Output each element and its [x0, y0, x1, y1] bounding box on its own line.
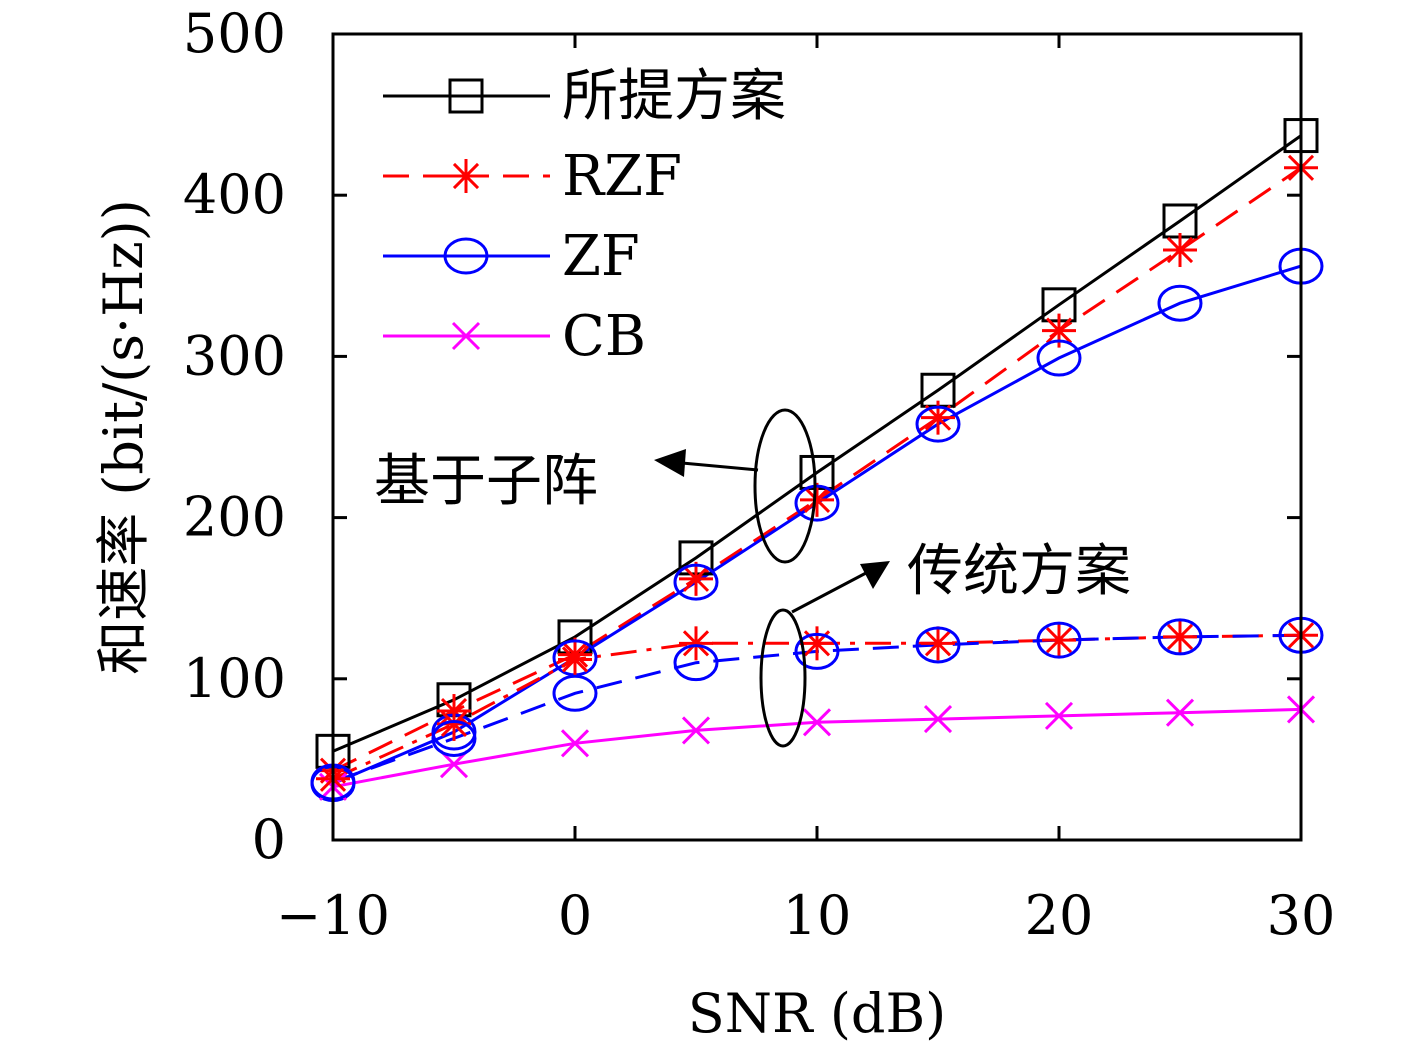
- data-point-s2-4: [794, 484, 840, 522]
- y-tick-label: 200: [183, 486, 286, 549]
- annotation-arrow-conventional: [791, 571, 867, 614]
- data-point-s4-6: [1042, 623, 1076, 658]
- x-axis-label: SNR (dB): [688, 982, 946, 1045]
- data-point-s5-6: [1036, 621, 1082, 659]
- y-tick-label: 500: [183, 2, 286, 65]
- data-point-s4-7: [1163, 619, 1197, 654]
- x-tick-label: 10: [783, 884, 852, 947]
- legend-label: ZF: [562, 224, 640, 289]
- data-point-s5-2: [552, 674, 598, 712]
- data-point-s4-2: [558, 642, 592, 677]
- data-point-s1-7: [1163, 233, 1197, 268]
- data-point-s3-3: [681, 716, 711, 745]
- legend-item: RZF: [383, 144, 682, 209]
- legend-item: CB: [383, 304, 646, 369]
- annotation-arrowhead-subarray: [654, 449, 686, 477]
- x-tick-label: 20: [1025, 884, 1094, 947]
- annotation-arrowhead-conventional: [860, 561, 890, 589]
- series-line-1: [332, 166, 1302, 773]
- axis-ticks: [331, 32, 1303, 842]
- legend-label: CB: [562, 304, 646, 369]
- data-point-s2-5: [915, 405, 961, 443]
- legend-label: 所提方案: [562, 64, 786, 129]
- y-axis-label: 和速率 (bit/(s·Hz)): [92, 199, 155, 675]
- data-point-s5-4: [794, 632, 840, 670]
- y-tick-label: 100: [183, 647, 286, 710]
- data-point-s2-6: [1036, 339, 1082, 377]
- annotation-label-conventional: 传统方案: [907, 539, 1131, 604]
- legend-marker: [449, 159, 483, 193]
- annotation-arrow-subarray: [681, 461, 759, 472]
- data-point-s3-5: [923, 705, 953, 734]
- y-tick-label: 300: [183, 324, 286, 387]
- data-point-s2-7: [1157, 284, 1203, 322]
- y-tick-label: 0: [252, 808, 286, 871]
- data-point-s4-5: [921, 626, 955, 661]
- x-tick-label: 30: [1267, 884, 1336, 947]
- legend-item: ZF: [383, 224, 640, 289]
- data-point-s5-3: [673, 644, 719, 682]
- data-point-s2-3: [673, 563, 719, 601]
- data-point-s1-3: [679, 561, 713, 596]
- legend: 所提方案 RZF ZF CB: [383, 64, 786, 369]
- series-line-0: [332, 134, 1302, 753]
- data-point-s3-4: [802, 708, 832, 737]
- data-point-s3-2: [560, 729, 590, 758]
- plot-markers: [310, 118, 1324, 803]
- legend-marker: [448, 78, 484, 114]
- annotation-label-subarray: 基于子阵: [374, 449, 598, 514]
- data-point-s5-1: [431, 719, 477, 757]
- legend-item: 所提方案: [383, 64, 786, 129]
- data-point-s5-5: [915, 626, 961, 664]
- x-tick-label: 0: [558, 884, 592, 947]
- x-tick-label: −10: [276, 884, 390, 947]
- plot-frame: [331, 32, 1303, 842]
- series-line-2: [332, 264, 1302, 785]
- legend-label: RZF: [562, 144, 682, 209]
- data-point-s5-7: [1157, 618, 1203, 656]
- annotation-group: 基于子阵 传统方案: [374, 408, 1131, 748]
- y-tick-label: 400: [183, 163, 286, 226]
- legend-marker: [443, 237, 489, 275]
- data-point-s1-4: [800, 482, 834, 517]
- data-point-s4-3: [679, 626, 713, 661]
- annotation-ellipse-conventional: [759, 608, 807, 748]
- annotation-ellipse-subarray: [753, 408, 817, 564]
- legend-marker: [451, 321, 481, 351]
- data-point-s3-6: [1044, 701, 1074, 730]
- data-point-s3-7: [1165, 698, 1195, 727]
